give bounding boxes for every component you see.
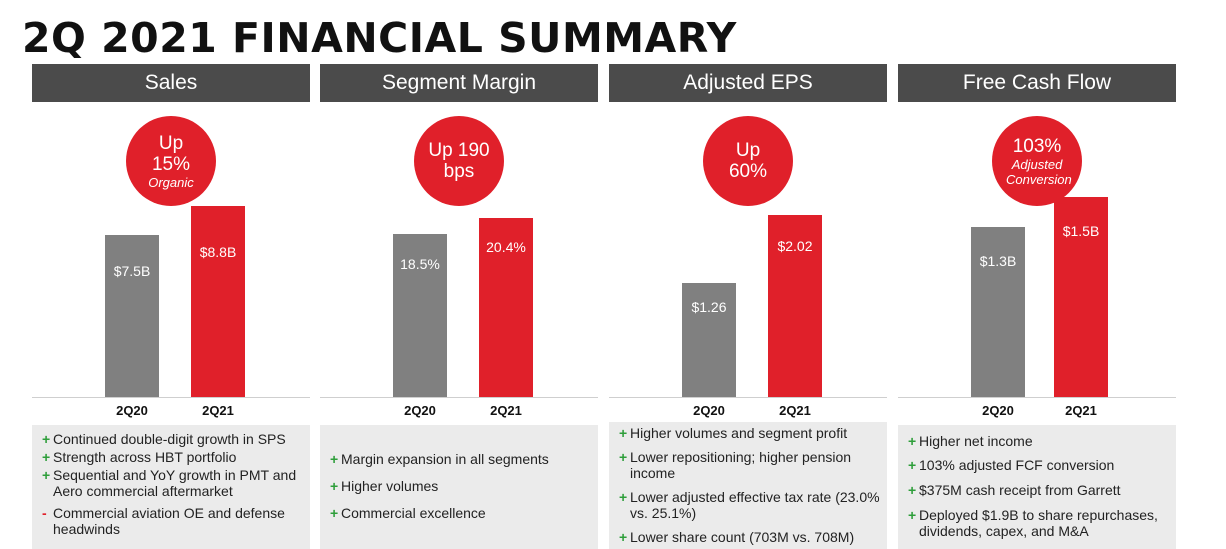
sales-bar-2q21: $8.8B: [191, 206, 245, 397]
free-cash-flow-bullet: + Deployed $1.9B to share repurchases, d…: [908, 507, 1172, 539]
sales-commentary: + Continued double-digit growth in SPS +…: [32, 425, 310, 549]
sales-category-2q20: 2Q20: [116, 403, 148, 418]
plus-icon: +: [619, 529, 628, 545]
plus-icon: +: [619, 425, 628, 441]
plus-icon: +: [330, 451, 339, 467]
minus-icon: -: [42, 505, 47, 521]
adjusted-eps-baseline: [609, 397, 887, 398]
free-cash-flow-bullet: + 103% adjusted FCF conversion: [908, 457, 1172, 473]
plus-icon: +: [908, 457, 917, 473]
adjusted-eps-bar-2q21: $2.02: [768, 215, 822, 397]
free-cash-flow-bullet-text: $375M cash receipt from Garrett: [919, 482, 1121, 498]
plus-icon: +: [42, 449, 51, 465]
sales-bullet: - Commercial aviation OE and defense hea…: [42, 505, 306, 537]
free-cash-flow-panel: Free Cash Flow 103% Adjusted Conversion …: [898, 64, 1176, 549]
segment-margin-baseline: [320, 397, 598, 398]
free-cash-flow-bullet-text: Deployed $1.9B to share repurchases, div…: [919, 507, 1158, 539]
plus-icon: +: [908, 507, 917, 523]
segment-margin-commentary: + Margin expansion in all segments + Hig…: [320, 425, 598, 549]
sales-header: Sales: [32, 64, 310, 102]
sales-bar-2q21-label: $8.8B: [199, 244, 237, 260]
free-cash-flow-bar-2q20: $1.3B: [971, 227, 1025, 397]
adjusted-eps-panel: Adjusted EPS Up 60% $1.26 $2.02 2Q20 2Q2…: [609, 64, 887, 549]
plus-icon: +: [908, 482, 917, 498]
sales-category-2q21: 2Q21: [202, 403, 234, 418]
adjusted-eps-category-2q21: 2Q21: [779, 403, 811, 418]
free-cash-flow-bullet-text: 103% adjusted FCF conversion: [919, 457, 1115, 473]
adjusted-eps-bullet: + Lower share count (703M vs. 708M): [619, 529, 883, 545]
free-cash-flow-bar-2q20-label: $1.3B: [979, 253, 1017, 269]
sales-bullet-text: Strength across HBT portfolio: [53, 449, 237, 465]
sales-bullet-text: Sequential and YoY growth in PMT and Aer…: [53, 467, 297, 499]
adjusted-eps-badge-line1: Up: [735, 140, 761, 161]
adjusted-eps-header: Adjusted EPS: [609, 64, 887, 102]
plus-icon: +: [330, 478, 339, 494]
adjusted-eps-bullet-text: Higher volumes and segment profit: [630, 425, 848, 441]
segment-margin-panel: Segment Margin Up 190 bps 18.5% 20.4% 2Q…: [320, 64, 598, 549]
segment-margin-bar-2q21-label: 20.4%: [486, 239, 526, 255]
sales-bar-2q20: $7.5B: [105, 235, 159, 397]
free-cash-flow-growth-badge: 103% Adjusted Conversion: [992, 116, 1082, 206]
adjusted-eps-bullet: + Higher volumes and segment profit: [619, 425, 883, 441]
adjusted-eps-bar-2q20: $1.26: [682, 283, 736, 397]
free-cash-flow-category-2q20: 2Q20: [982, 403, 1014, 418]
page-title: 2Q 2021 FINANCIAL SUMMARY: [22, 14, 737, 62]
sales-baseline: [32, 397, 310, 398]
plus-icon: +: [619, 449, 628, 465]
free-cash-flow-bullet-text: Higher net income: [919, 433, 1033, 449]
sales-bullet-text: Commercial aviation OE and defense headw…: [53, 505, 285, 537]
sales-bullet: + Strength across HBT portfolio: [42, 449, 306, 465]
free-cash-flow-bar-2q21: $1.5B: [1054, 197, 1108, 397]
sales-bullet: + Continued double-digit growth in SPS: [42, 431, 306, 447]
free-cash-flow-bullet: + $375M cash receipt from Garrett: [908, 482, 1172, 498]
segment-margin-category-2q21: 2Q21: [490, 403, 522, 418]
adjusted-eps-bar-2q21-label: $2.02: [777, 238, 813, 254]
free-cash-flow-bar-2q21-label: $1.5B: [1062, 223, 1100, 239]
segment-margin-bullet: + Commercial excellence: [330, 505, 594, 521]
segment-margin-header: Segment Margin: [320, 64, 598, 102]
segment-margin-bullet-text: Commercial excellence: [341, 505, 486, 521]
segment-margin-badge-line1: Up 190: [428, 140, 490, 161]
sales-bar-2q20-label: $7.5B: [113, 263, 151, 279]
plus-icon: +: [330, 505, 339, 521]
free-cash-flow-badge-note: Adjusted Conversion: [1006, 156, 1072, 187]
sales-badge-line1: Up: [158, 132, 184, 154]
free-cash-flow-badge-line1: 103%: [1012, 135, 1062, 157]
segment-margin-bar-2q20-label: 18.5%: [400, 256, 440, 272]
plus-icon: +: [42, 467, 51, 483]
segment-margin-bar-2q21: 20.4%: [479, 218, 533, 397]
adjusted-eps-commentary: + Higher volumes and segment profit + Lo…: [609, 422, 887, 549]
adjusted-eps-bullet: + Lower repositioning; higher pension in…: [619, 449, 883, 481]
plus-icon: +: [908, 433, 917, 449]
segment-margin-badge-line2: bps: [443, 161, 475, 182]
sales-badge-note: Organic: [148, 174, 194, 190]
adjusted-eps-bar-2q20-label: $1.26: [691, 299, 727, 315]
free-cash-flow-category-2q21: 2Q21: [1065, 403, 1097, 418]
sales-bullet: + Sequential and YoY growth in PMT and A…: [42, 467, 306, 499]
segment-margin-category-2q20: 2Q20: [404, 403, 436, 418]
adjusted-eps-bullet-text: Lower adjusted effective tax rate (23.0%…: [630, 489, 880, 521]
adjusted-eps-bullet-text: Lower share count (703M vs. 708M): [630, 529, 855, 545]
free-cash-flow-commentary: + Higher net income + 103% adjusted FCF …: [898, 425, 1176, 549]
segment-margin-growth-badge: Up 190 bps: [414, 116, 504, 206]
free-cash-flow-header: Free Cash Flow: [898, 64, 1176, 102]
segment-margin-bullet: + Higher volumes: [330, 478, 594, 494]
segment-margin-bullet-text: Higher volumes: [341, 478, 439, 494]
sales-panel: Sales Up 15% Organic $7.5B $8.8B 2Q20 2Q…: [32, 64, 310, 549]
adjusted-eps-bullet: + Lower adjusted effective tax rate (23.…: [619, 489, 883, 521]
adjusted-eps-bullet-text: Lower repositioning; higher pension inco…: [630, 449, 852, 481]
adjusted-eps-category-2q20: 2Q20: [693, 403, 725, 418]
plus-icon: +: [42, 431, 51, 447]
segment-margin-bullet-text: Margin expansion in all segments: [341, 451, 549, 467]
free-cash-flow-baseline: [898, 397, 1176, 398]
free-cash-flow-bullet: + Higher net income: [908, 433, 1172, 449]
sales-growth-badge: Up 15% Organic: [126, 116, 216, 206]
segment-margin-bullet: + Margin expansion in all segments: [330, 451, 594, 467]
segment-margin-bar-2q20: 18.5%: [393, 234, 447, 397]
adjusted-eps-growth-badge: Up 60%: [703, 116, 793, 206]
sales-bullet-text: Continued double-digit growth in SPS: [53, 431, 286, 447]
plus-icon: +: [619, 489, 628, 505]
sales-badge-line2: 15%: [151, 153, 191, 175]
adjusted-eps-badge-line2: 60%: [728, 161, 768, 182]
